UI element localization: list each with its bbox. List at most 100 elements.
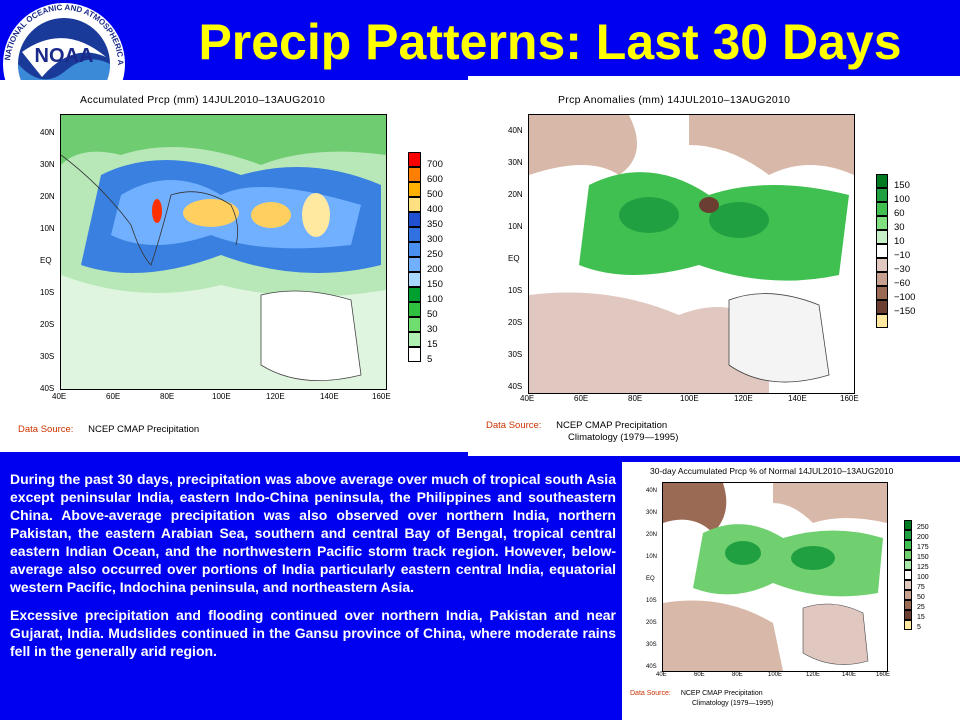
legend-swatch — [408, 197, 421, 212]
legend-label: 300 — [427, 233, 443, 245]
legend-swatch — [876, 202, 888, 216]
legend-swatch — [904, 530, 912, 540]
lon-label: 140E — [788, 394, 807, 403]
lat-label: 20N — [40, 192, 55, 201]
legend-label: 100 — [917, 574, 929, 581]
legend-label: −100 — [894, 292, 916, 303]
legend-swatch — [904, 570, 912, 580]
lon-label: 40E — [52, 392, 67, 401]
legend-label: 5 — [427, 353, 433, 365]
legend-label: 200 — [427, 263, 443, 275]
accum-source-text: NCEP CMAP Precipitation — [88, 424, 200, 435]
legend-label: −150 — [894, 306, 916, 317]
lat-label: 40S — [646, 664, 657, 670]
lon-label: 160E — [840, 394, 859, 403]
lon-label: 60E — [574, 394, 589, 403]
anom-source-label: Data Source: — [486, 420, 542, 431]
legend-label: 600 — [427, 173, 443, 185]
lat-label: 10S — [646, 598, 657, 604]
lon-label: 80E — [732, 672, 743, 678]
lat-label: 10N — [508, 222, 523, 231]
anom-source: Data Source: NCEP CMAP Precipitation — [486, 420, 667, 431]
legend-label: 75 — [917, 584, 925, 591]
lon-label: 120E — [734, 394, 753, 403]
legend-swatch — [876, 216, 888, 230]
summary-paragraph-2: Excessive precipitation and flooding con… — [10, 607, 616, 659]
legend-label: 700 — [427, 158, 443, 170]
lon-label: 80E — [628, 394, 643, 403]
legend-label: 15 — [917, 614, 925, 621]
lon-label: 140E — [320, 392, 339, 401]
legend-label: −30 — [894, 264, 911, 275]
legend-swatch — [408, 347, 421, 362]
legend-swatch — [408, 167, 421, 182]
legend-swatch — [408, 242, 421, 257]
legend-swatch — [876, 230, 888, 244]
lon-label: 60E — [106, 392, 121, 401]
accum-source-label: Data Source: — [18, 424, 74, 435]
legend-swatch — [876, 258, 888, 272]
page-title: Precip Patterns: Last 30 Days — [198, 14, 902, 70]
lon-label: 100E — [768, 672, 783, 678]
legend-label: 30 — [427, 323, 438, 335]
lat-label: 10N — [40, 224, 55, 233]
legend-swatch — [904, 620, 912, 630]
lat-label: 30N — [646, 510, 658, 516]
legend-swatch — [904, 550, 912, 560]
legend-label: 175 — [917, 544, 929, 551]
legend-label: 15 — [427, 338, 438, 350]
legend-swatch — [876, 272, 888, 286]
pct-map — [662, 482, 888, 672]
legend-swatch — [904, 580, 912, 590]
lat-label: 20N — [508, 190, 523, 199]
legend-swatch — [904, 610, 912, 620]
legend-label: 250 — [427, 248, 443, 260]
lon-label: 40E — [520, 394, 535, 403]
legend-label: 150 — [894, 180, 910, 191]
lat-label: 20N — [646, 532, 658, 538]
legend-label: 150 — [427, 278, 443, 290]
legend-swatch — [904, 560, 912, 570]
lat-label: 40N — [646, 488, 658, 494]
lat-label: 10S — [508, 286, 523, 295]
legend-label: 500 — [427, 188, 443, 200]
anom-source-text: NCEP CMAP Precipitation — [556, 420, 668, 431]
legend-label: −10 — [894, 250, 911, 261]
accum-panel: Accumulated Prcp (mm) 14JUL2010–13AUG201… — [0, 80, 468, 452]
lat-label: 10N — [646, 554, 658, 560]
legend-swatch — [408, 227, 421, 242]
lon-label: 140E — [842, 672, 857, 678]
lon-label: 60E — [694, 672, 705, 678]
lat-label: 10S — [40, 288, 55, 297]
lat-label: EQ — [508, 254, 520, 263]
legend-label: 250 — [917, 524, 929, 531]
legend-swatch — [876, 174, 888, 188]
lon-label: 40E — [656, 672, 667, 678]
lon-label: 120E — [806, 672, 821, 678]
lat-label: 30N — [508, 158, 523, 167]
accum-map — [60, 114, 387, 390]
lon-label: 100E — [212, 392, 231, 401]
lon-label: 120E — [266, 392, 285, 401]
pct-panel: 30-day Accumulated Prcp % of Normal 14JU… — [622, 462, 960, 720]
lat-label: EQ — [646, 576, 655, 582]
legend-label: 5 — [917, 624, 921, 631]
lat-label: 40N — [40, 128, 55, 137]
legend-swatch — [904, 590, 912, 600]
lon-label: 160E — [372, 392, 391, 401]
legend-label: 125 — [917, 564, 929, 571]
legend-swatch — [904, 520, 912, 530]
accum-title: Accumulated Prcp (mm) 14JUL2010–13AUG201… — [80, 94, 326, 106]
legend-label: 50 — [427, 308, 438, 320]
legend-label: 200 — [917, 534, 929, 541]
lat-label: 30S — [508, 350, 523, 359]
accum-source: Data Source: NCEP CMAP Precipitation — [18, 424, 199, 435]
pct-source-climatology: Climatology (1979—1995) — [692, 700, 774, 707]
anom-map — [528, 114, 855, 394]
legend-label: 150 — [917, 554, 929, 561]
lat-label: 30S — [646, 642, 657, 648]
lat-label: 30N — [40, 160, 55, 169]
legend-swatch — [408, 317, 421, 332]
legend-swatch — [408, 212, 421, 227]
legend-swatch — [904, 600, 912, 610]
